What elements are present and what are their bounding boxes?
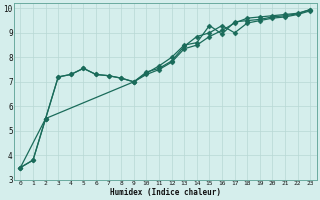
X-axis label: Humidex (Indice chaleur): Humidex (Indice chaleur) <box>110 188 221 197</box>
